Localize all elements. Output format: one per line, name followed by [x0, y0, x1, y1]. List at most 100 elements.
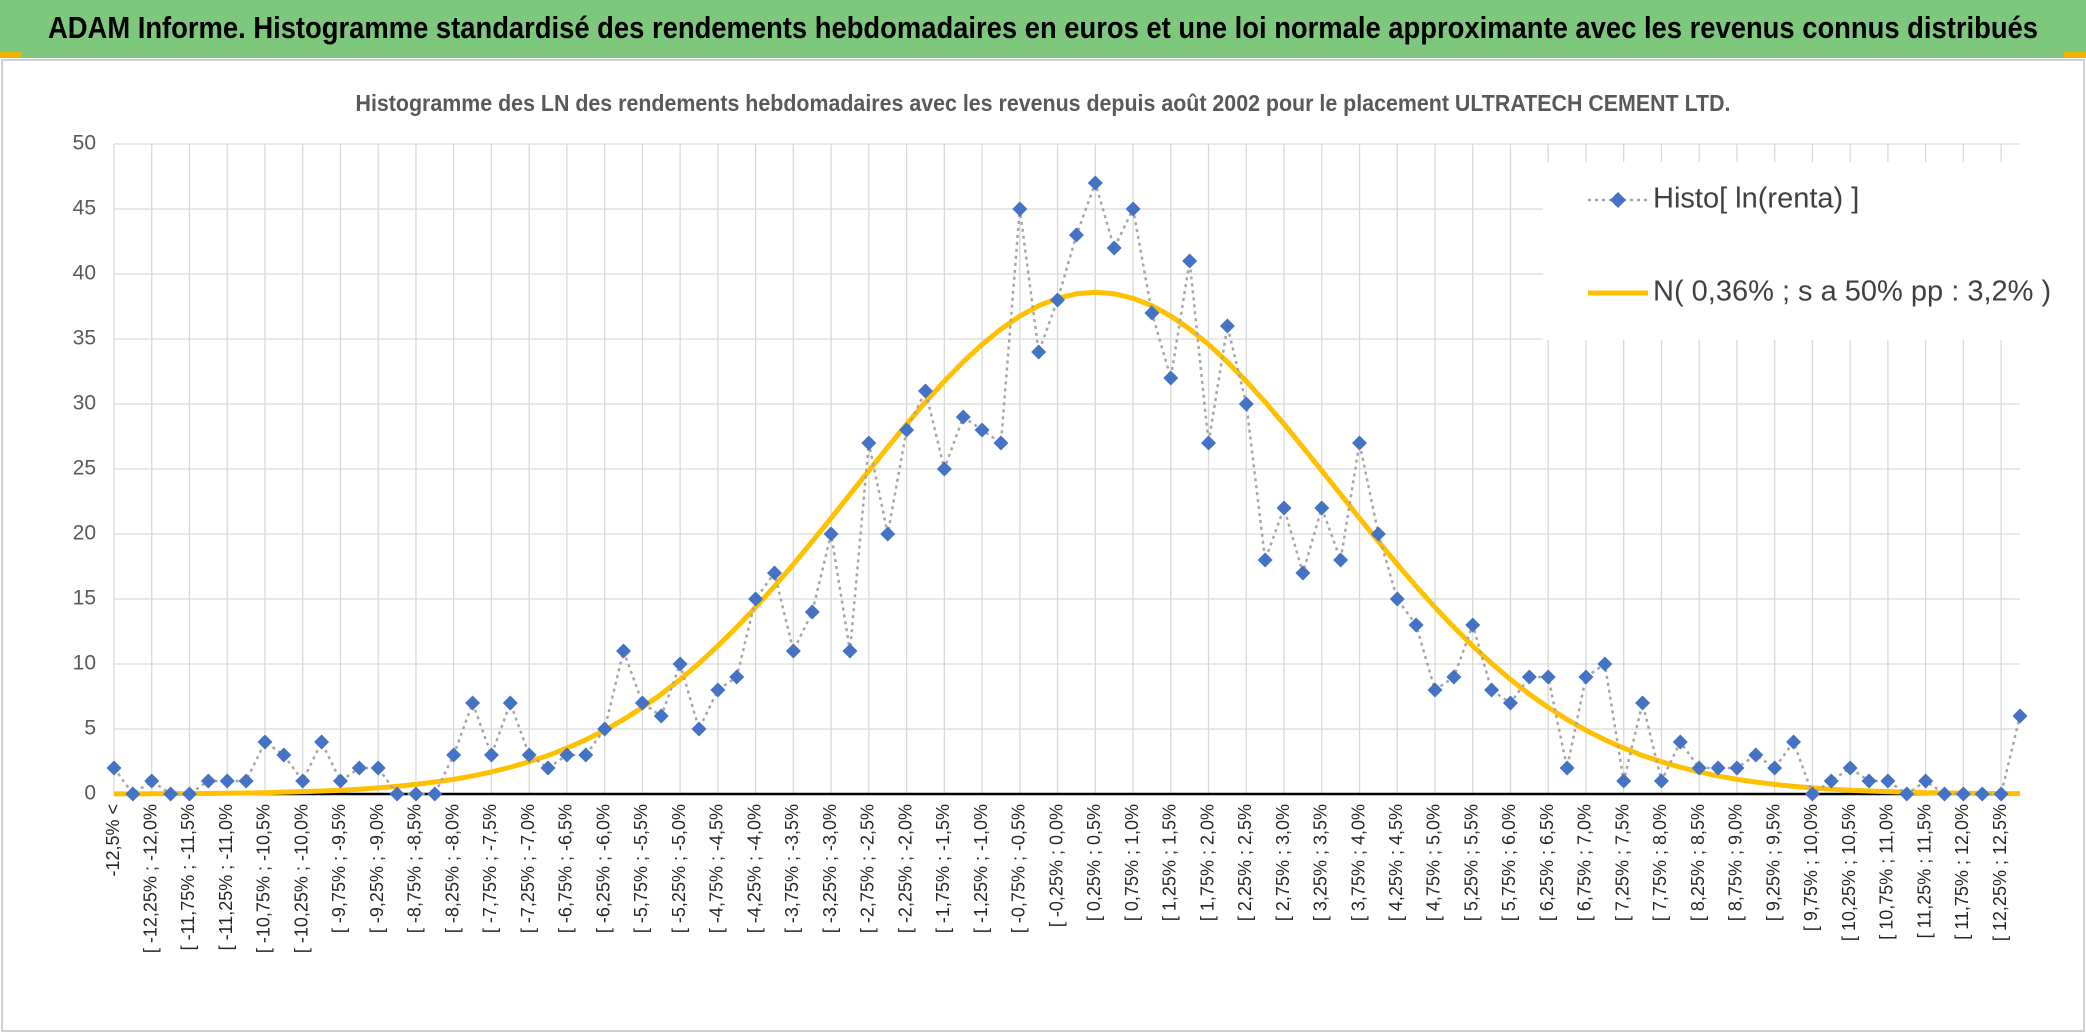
data-point — [1635, 695, 1651, 711]
x-tick-label: [ 1,75% ; 2,0% — [1197, 804, 1217, 921]
data-point — [917, 383, 933, 399]
x-tick-label: [ 6,75% ; 7,0% — [1575, 804, 1595, 921]
data-point — [1031, 344, 1047, 360]
y-tick-label: 35 — [73, 327, 96, 350]
x-tick-label: [ -11,25% ; -11,0% — [216, 804, 236, 950]
data-point — [446, 747, 462, 763]
data-point — [1182, 253, 1198, 269]
data-point — [276, 747, 292, 763]
x-tick-label: [ -2,75% ; -2,5% — [858, 804, 878, 933]
data-point — [1106, 240, 1122, 256]
legend-label: Histo[ ln(renta) ] — [1653, 183, 1859, 215]
data-point — [351, 760, 367, 776]
data-point — [1068, 227, 1084, 243]
x-tick-label: [ 2,75% ; 3,0% — [1273, 804, 1293, 921]
x-tick-label: [ -4,25% ; -4,0% — [744, 804, 764, 933]
data-point — [766, 565, 782, 581]
corner-accent — [0, 52, 22, 58]
x-tick-label: [ -2,25% ; -2,0% — [895, 804, 915, 933]
x-tick-label: [ 7,25% ; 7,5% — [1612, 804, 1632, 921]
x-tick-label: [ 8,25% ; 8,5% — [1688, 804, 1708, 921]
data-point — [1597, 656, 1613, 672]
data-point — [578, 747, 594, 763]
x-tick-label: [ -11,75% ; -11,5% — [178, 804, 198, 950]
data-point — [955, 409, 971, 425]
legend-box — [1543, 162, 2020, 340]
x-tick-label: [ -10,75% ; -10,5% — [254, 804, 274, 953]
x-tick-label: [ -0,25% ; 0,0% — [1046, 804, 1066, 927]
data-point — [1955, 786, 1971, 802]
x-tick-label: [ -7,25% ; -7,0% — [518, 804, 538, 933]
data-point — [370, 760, 386, 776]
y-tick-label: 0 — [84, 782, 96, 805]
x-tick-label: [ 10,25% ; 10,5% — [1839, 804, 1859, 941]
x-tick-label: [ 8,75% ; 9,0% — [1726, 804, 1746, 921]
data-point — [691, 721, 707, 737]
data-point — [1408, 617, 1424, 633]
legend-marker — [1610, 192, 1626, 208]
data-point — [200, 773, 216, 789]
data-point — [1521, 669, 1537, 685]
data-point — [408, 786, 424, 802]
data-point — [729, 669, 745, 685]
data-point — [1804, 786, 1820, 802]
data-point — [1861, 773, 1877, 789]
x-tick-label: [ 4,75% ; 5,0% — [1424, 804, 1444, 921]
y-tick-label: 30 — [73, 392, 96, 415]
x-tick-label: [ 6,25% ; 6,5% — [1537, 804, 1557, 921]
x-tick-label: [ -1,25% ; -1,0% — [971, 804, 991, 933]
data-point — [1314, 500, 1330, 516]
x-tick-label: [ -7,75% ; -7,5% — [480, 804, 500, 933]
data-point — [502, 695, 518, 711]
data-point — [1748, 747, 1764, 763]
data-point — [1352, 435, 1368, 451]
data-point — [804, 604, 820, 620]
data-point — [1295, 565, 1311, 581]
data-point — [295, 773, 311, 789]
x-tick-label: [ -9,25% ; -9,0% — [367, 804, 387, 933]
data-point — [144, 773, 160, 789]
data-point — [1257, 552, 1273, 568]
data-point — [899, 422, 915, 438]
data-point — [1163, 370, 1179, 386]
data-point — [993, 435, 1009, 451]
data-point — [332, 773, 348, 789]
data-point — [1087, 175, 1103, 191]
data-point — [1616, 773, 1632, 789]
data-point — [597, 721, 613, 737]
data-point — [1144, 305, 1160, 321]
x-tick-label: [ -12,25% ; -12,0% — [140, 804, 160, 953]
x-tick-label: [ -5,75% ; -5,5% — [631, 804, 651, 933]
data-point — [389, 786, 405, 802]
data-point — [1653, 773, 1669, 789]
chart-title: Histogramme des LN des rendements hebdom… — [356, 90, 1731, 116]
data-point — [672, 656, 688, 672]
data-point — [1880, 773, 1896, 789]
series-line — [114, 289, 2020, 797]
x-tick-label: [ -6,25% ; -6,0% — [593, 804, 613, 933]
data-point — [483, 747, 499, 763]
x-tick-label: [ -3,75% ; -3,5% — [782, 804, 802, 933]
data-point — [181, 786, 197, 802]
x-tick-label: [ -4,75% ; -4,5% — [707, 804, 727, 933]
x-tick-label: [ 3,25% ; 3,5% — [1311, 804, 1331, 921]
data-point — [521, 747, 537, 763]
data-point — [653, 708, 669, 724]
y-tick-label: 40 — [73, 262, 96, 285]
data-point — [1333, 552, 1349, 568]
y-tick-label: 50 — [73, 132, 96, 155]
x-tick-label: [ 0,75% ; 1,0% — [1122, 804, 1142, 921]
x-tick-label: [ 0,25% ; 0,5% — [1084, 804, 1104, 921]
data-point — [1559, 760, 1575, 776]
data-point — [842, 643, 858, 659]
x-tick-label: [ 7,75% ; 8,0% — [1650, 804, 1670, 921]
x-tick-label: [ -8,25% ; -8,0% — [442, 804, 462, 933]
y-tick-label: 25 — [73, 457, 96, 480]
header-title: ADAM Informe. Histogramme standardisé de… — [48, 10, 2038, 45]
data-point — [1125, 201, 1141, 217]
chart-frame — [1, 59, 2085, 1032]
data-point — [1823, 773, 1839, 789]
data-point — [1465, 617, 1481, 633]
data-point — [710, 682, 726, 698]
